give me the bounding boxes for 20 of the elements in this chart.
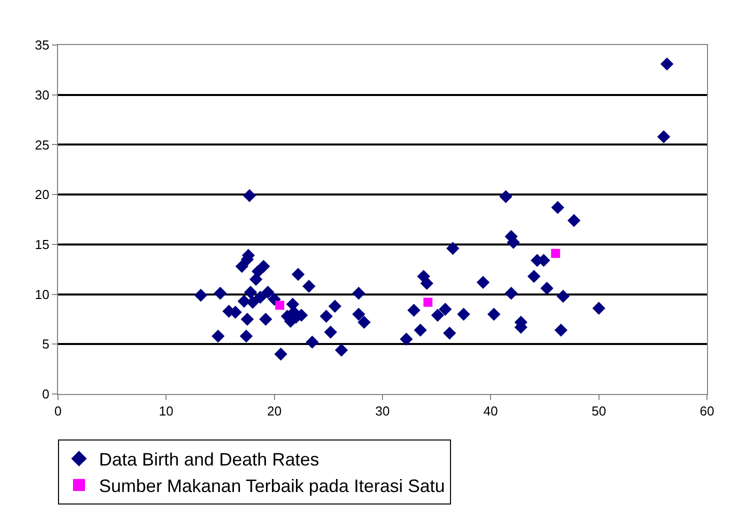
point bbox=[275, 300, 284, 310]
point bbox=[423, 298, 432, 307]
y-tick-label: 30 bbox=[34, 87, 50, 102]
x-tick-label: 30 bbox=[375, 404, 390, 419]
x-tick-label: 40 bbox=[483, 404, 498, 419]
point bbox=[551, 248, 560, 258]
x-tick-label: 0 bbox=[54, 404, 62, 419]
legend-label: Sumber Makanan Terbaik pada Iterasi Satu bbox=[99, 476, 445, 496]
y-tick-label: 0 bbox=[42, 386, 50, 402]
x-tick-label: 10 bbox=[158, 404, 174, 419]
y-tick-label: 35 bbox=[34, 38, 50, 53]
y-tick-label: 25 bbox=[34, 137, 50, 152]
y-tick-label: 10 bbox=[34, 286, 50, 302]
y-tick-label: 15 bbox=[34, 236, 50, 252]
x-tick-label: 20 bbox=[267, 404, 282, 419]
y-tick-label: 5 bbox=[42, 336, 50, 352]
x-tick-label: 60 bbox=[700, 404, 714, 419]
y-tick-label: 20 bbox=[34, 187, 50, 202]
x-tick-label: 50 bbox=[592, 404, 606, 419]
legend-label: Data Birth and Death Rates bbox=[99, 450, 320, 470]
